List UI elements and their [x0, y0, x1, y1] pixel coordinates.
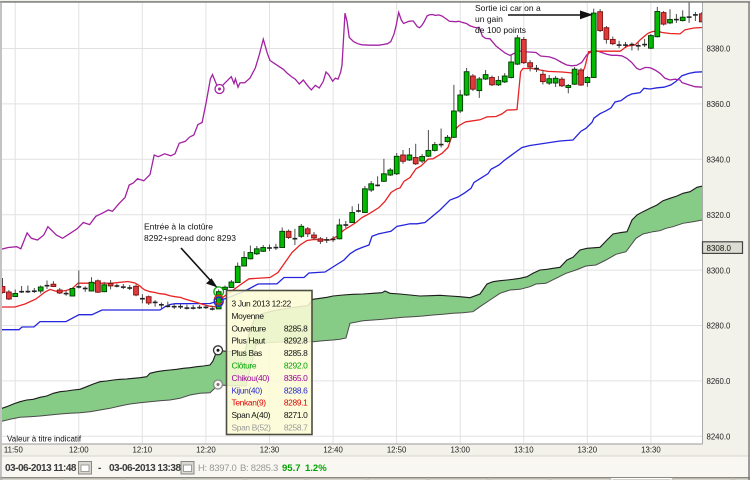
svg-text:8300.0: 8300.0	[707, 266, 732, 275]
svg-text:8240.0: 8240.0	[707, 433, 732, 442]
svg-text:12:10: 12:10	[133, 446, 153, 455]
svg-text:8292+spread donc 8293: 8292+spread donc 8293	[144, 233, 236, 243]
svg-text:8288.6: 8288.6	[284, 385, 308, 395]
svg-text:Kijun(40): Kijun(40)	[232, 385, 263, 395]
svg-text:11:50: 11:50	[4, 446, 24, 455]
svg-text:12:20: 12:20	[196, 446, 216, 455]
svg-text:8280.0: 8280.0	[707, 322, 732, 331]
svg-text:8292.0: 8292.0	[284, 361, 308, 371]
svg-text:B: 8285.3: B: 8285.3	[240, 463, 278, 474]
svg-text:13:20: 13:20	[578, 446, 598, 455]
svg-text:8258.7: 8258.7	[284, 423, 308, 433]
svg-text:13:00: 13:00	[450, 446, 470, 455]
svg-text:Span B(52): Span B(52)	[232, 423, 272, 433]
svg-text:8260.0: 8260.0	[707, 377, 732, 386]
svg-text:Valeur à titre indicatif: Valeur à titre indicatif	[7, 435, 82, 444]
svg-text:3 Jun 2013 12:22: 3 Jun 2013 12:22	[232, 299, 292, 309]
svg-text:13:30: 13:30	[641, 446, 661, 455]
svg-text:8285.8: 8285.8	[284, 348, 308, 358]
svg-text:Span A(40): Span A(40)	[232, 410, 271, 420]
svg-text:de 100 points: de 100 points	[475, 25, 526, 35]
svg-text:95.7: 95.7	[282, 463, 301, 474]
svg-text:12:30: 12:30	[260, 446, 280, 455]
svg-text:Sortie ici car on a: Sortie ici car on a	[475, 3, 541, 13]
svg-text:Tenkan(9): Tenkan(9)	[232, 398, 267, 408]
svg-text:8292.8: 8292.8	[284, 336, 308, 346]
svg-text:12:50: 12:50	[387, 446, 407, 455]
svg-text:Moyenne: Moyenne	[232, 311, 265, 321]
svg-text:8360.0: 8360.0	[707, 100, 732, 109]
svg-text:12:40: 12:40	[323, 446, 343, 455]
svg-text:8289.1: 8289.1	[284, 398, 308, 408]
svg-text:Chikou(40): Chikou(40)	[232, 373, 270, 383]
svg-text:1.2%: 1.2%	[305, 463, 327, 474]
svg-text:03-06-2013 11:48: 03-06-2013 11:48	[5, 463, 77, 474]
svg-text:-: -	[98, 463, 101, 474]
svg-text:8365.0: 8365.0	[284, 373, 308, 383]
svg-text:8271.0: 8271.0	[284, 410, 308, 420]
svg-text:8320.0: 8320.0	[707, 211, 732, 220]
svg-text:8380.0: 8380.0	[707, 45, 732, 54]
svg-text:03-06-2013 13:38: 03-06-2013 13:38	[109, 463, 181, 474]
svg-text:8285.8: 8285.8	[284, 323, 308, 333]
svg-text:8308.0: 8308.0	[707, 244, 732, 253]
svg-text:Plus Bas: Plus Bas	[232, 348, 263, 358]
svg-text:Plus Haut: Plus Haut	[232, 336, 266, 346]
svg-text:un gain: un gain	[475, 14, 503, 24]
svg-text:H: 8397.0: H: 8397.0	[198, 463, 237, 474]
svg-text:Ouverture: Ouverture	[232, 323, 267, 333]
svg-text:Entrée à la clotûre: Entrée à la clotûre	[144, 222, 213, 232]
svg-text:Clôture: Clôture	[232, 361, 257, 371]
svg-text:8340.0: 8340.0	[707, 156, 732, 165]
svg-text:12:00: 12:00	[69, 446, 89, 455]
svg-text:13:10: 13:10	[514, 446, 534, 455]
